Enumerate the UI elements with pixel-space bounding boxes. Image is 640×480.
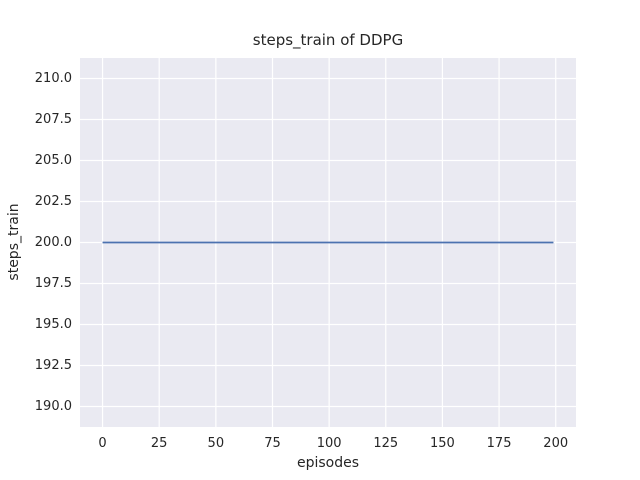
y-tick-label: 210.0 [34, 70, 72, 86]
x-tick-label: 0 [98, 436, 107, 451]
plot-canvas [80, 58, 576, 427]
plot-area [80, 58, 576, 427]
x-tick-label: 200 [543, 436, 569, 451]
y-tick-label: 202.5 [34, 193, 72, 209]
x-tick-label: 25 [150, 436, 168, 451]
x-axis-label: episodes [296, 455, 360, 471]
chart-title: steps_train of DDPG [252, 31, 404, 49]
x-tick-label: 175 [486, 436, 512, 451]
x-tick-label: 75 [264, 436, 281, 451]
x-tick-label: 100 [316, 436, 342, 451]
y-tick-label: 195.0 [34, 316, 72, 332]
y-tick-label: 200.0 [34, 234, 72, 250]
x-tick-label: 50 [207, 436, 225, 451]
y-tick-label: 205.0 [34, 152, 72, 168]
y-tick-label: 190.0 [34, 398, 72, 414]
y-tick-label: 192.5 [34, 357, 72, 373]
y-tick-label: 207.5 [34, 111, 72, 127]
x-tick-label: 125 [373, 436, 399, 451]
y-tick-label: 197.5 [34, 275, 72, 291]
x-tick-label: 150 [430, 436, 455, 451]
